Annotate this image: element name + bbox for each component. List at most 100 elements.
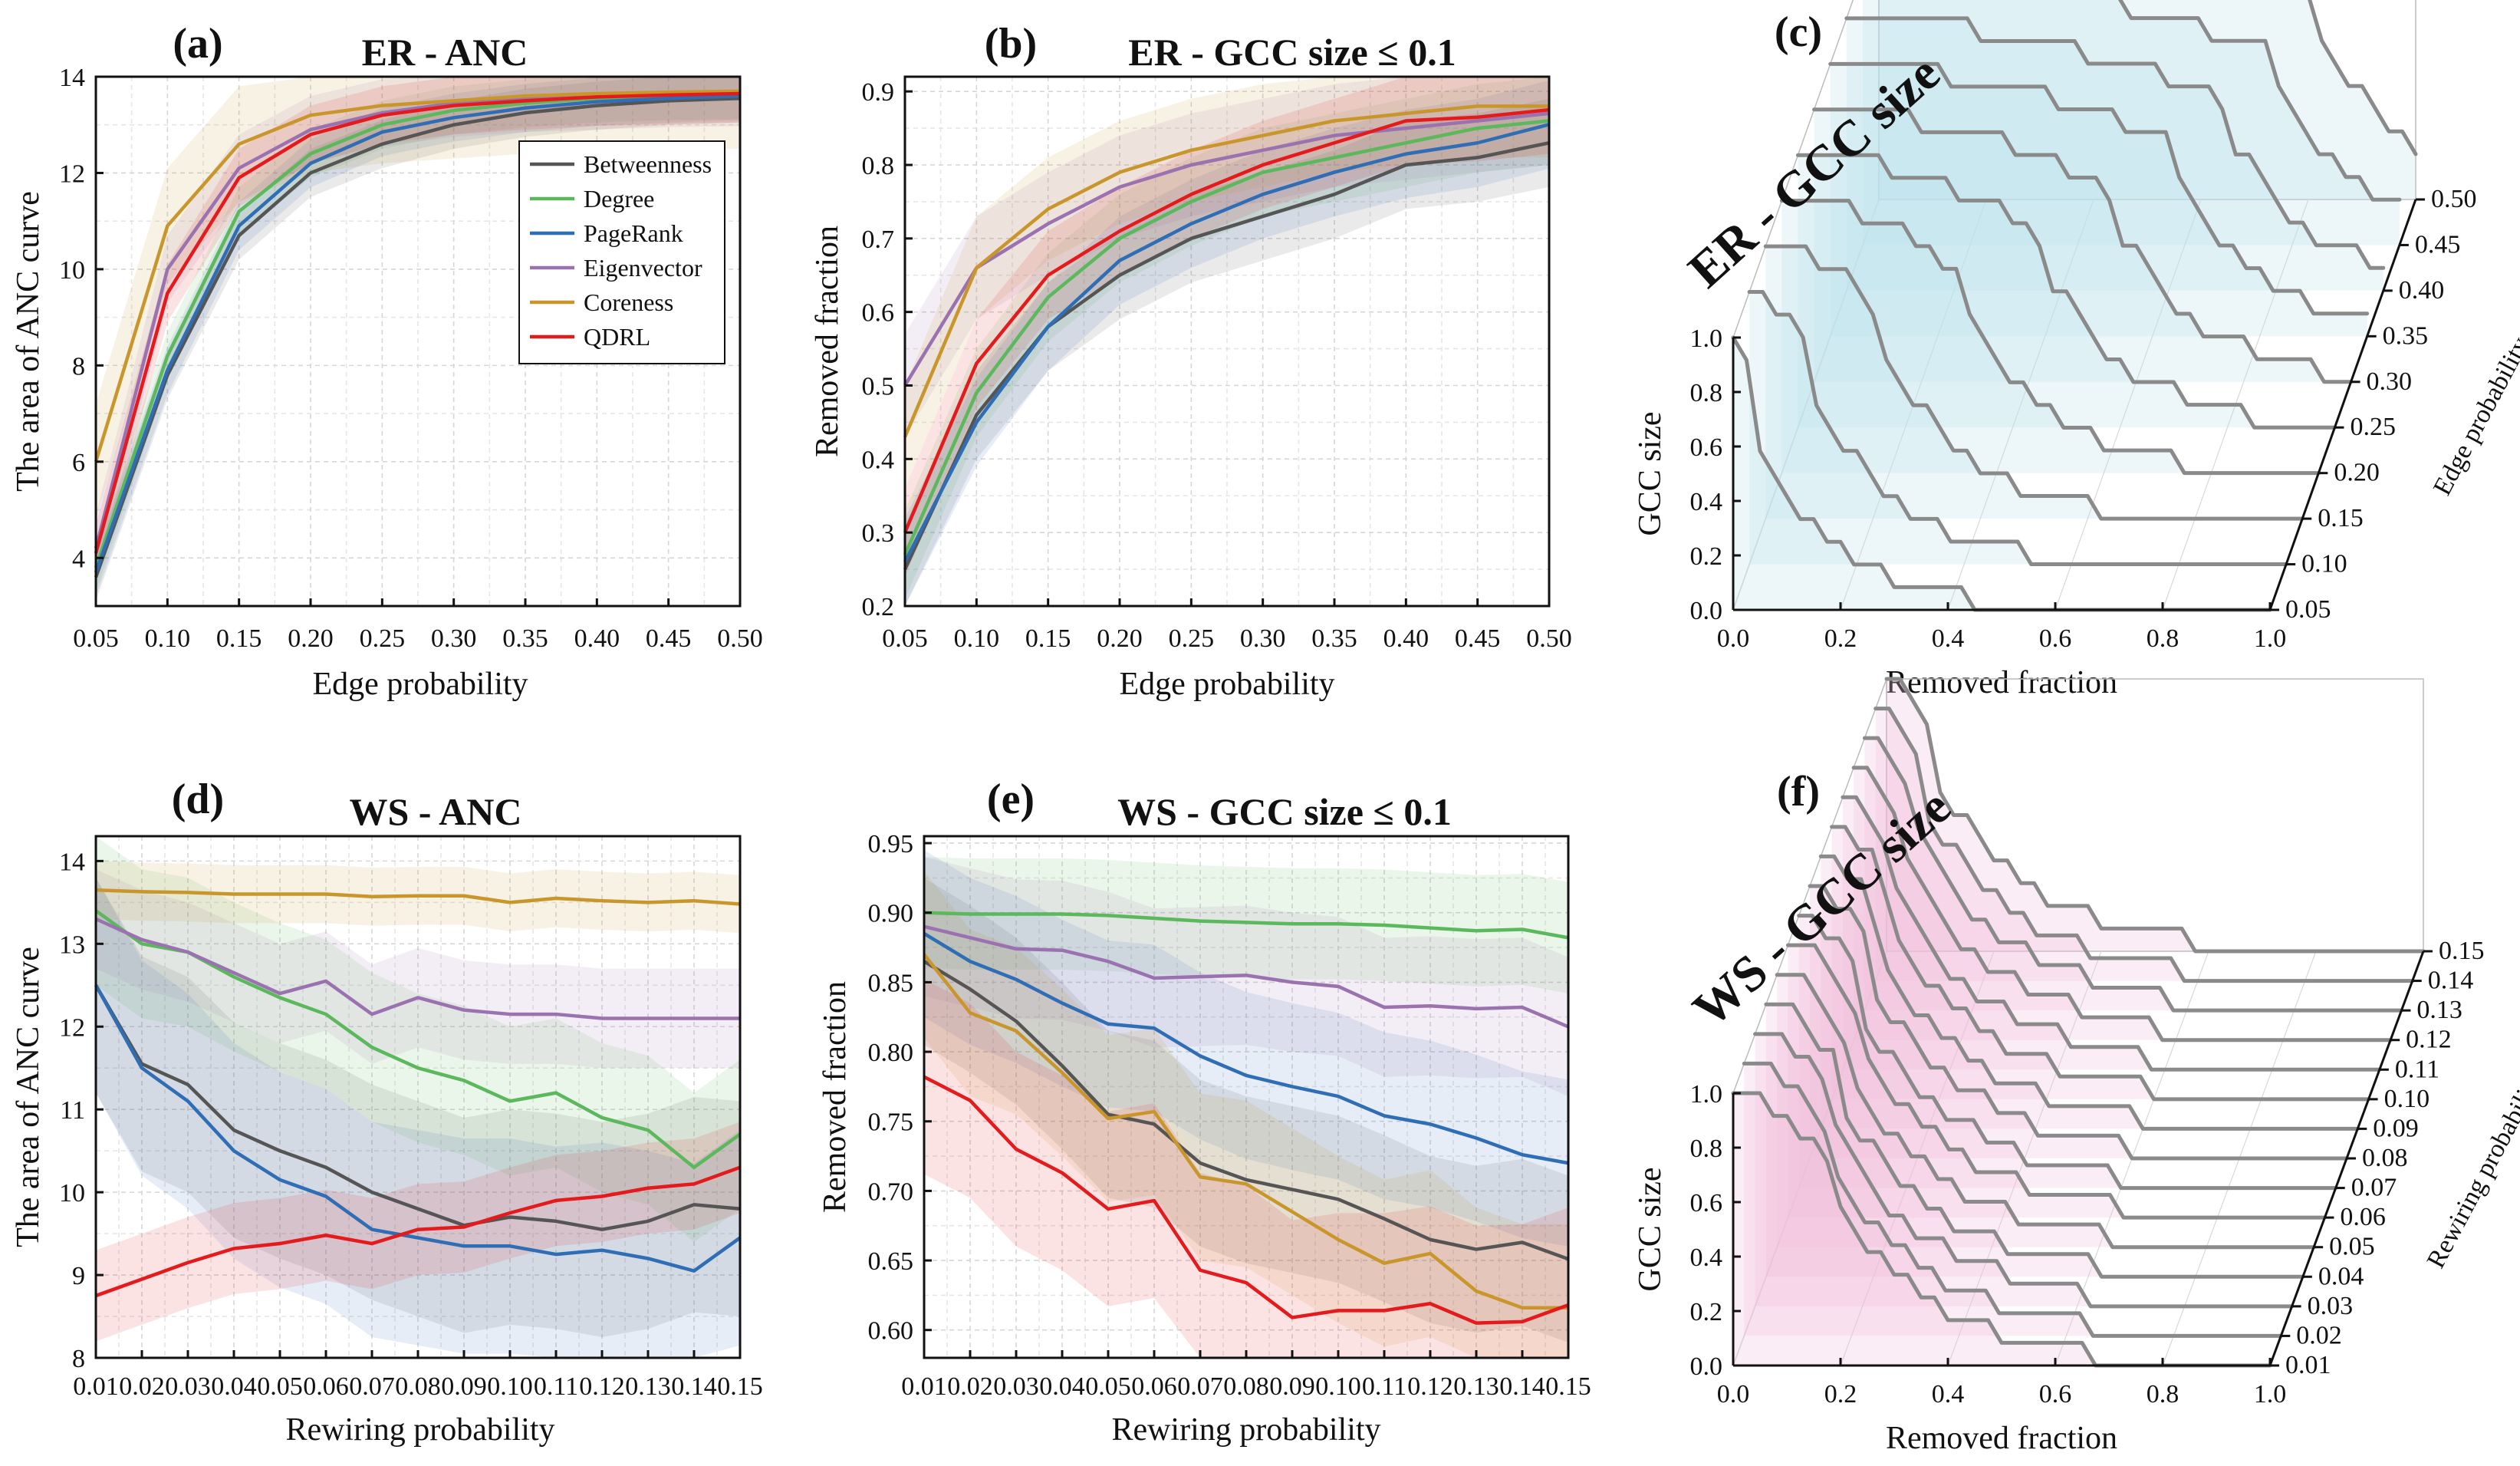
panel-e: 0.01 0.02 0.03 0.04 0.05 0.06 0.07 0.08 0.09 0.10… — [818, 776, 1591, 1448]
y-tick-label: 12 — [59, 160, 85, 188]
chart-title: WS - ANC — [349, 790, 521, 833]
x-tick-label: 0.05 — [73, 624, 119, 653]
x-tick-label: 0.09 — [1269, 1372, 1315, 1401]
y-tick-label: 14 — [59, 64, 85, 92]
x-tick-label: 0.40 — [1383, 624, 1429, 653]
floor-grid-line — [1840, 950, 1995, 1366]
series-line-qdrl — [903, 107, 1550, 534]
y-tick-label: 0.4 — [862, 446, 895, 474]
panel-label: (d) — [172, 776, 224, 823]
surface-slice-fill — [1733, 1093, 2270, 1366]
x-tick-label: 0.2 — [1824, 1380, 1857, 1408]
legend-label-degree: Degree — [584, 185, 654, 212]
surface-slice-fill — [1810, 886, 2347, 1158]
z-tick-label: 0.25 — [2350, 413, 2396, 441]
y-tick-label: 0.60 — [868, 1317, 914, 1346]
y-axis-label: The area of ANC curve — [11, 191, 46, 492]
legend-box — [518, 140, 725, 364]
confidence-band-eigenvector — [905, 77, 1549, 437]
x-axis-label: Removed fraction — [1886, 1421, 2117, 1456]
legend-label-coreness: Coreness — [584, 288, 673, 316]
y-tick-label: 4 — [72, 545, 85, 573]
z-tick-label: 0.06 — [2340, 1203, 2386, 1231]
z-axis-label: Edge probability — [2428, 332, 2520, 499]
z-tick-label: 0.10 — [2301, 550, 2347, 578]
legend-label-qdrl: QDRL — [584, 323, 650, 351]
y-tick-label: 14 — [59, 848, 85, 876]
surface-slice-line — [2118, 0, 2402, 202]
z-tick-label: 0.14 — [2428, 967, 2474, 995]
chart-title: ER - ANC — [362, 31, 528, 74]
y-tick-label: 12 — [59, 1013, 85, 1042]
surface-slice-line — [1785, 943, 2327, 1220]
y-tick-label: 6 — [72, 449, 85, 477]
surface-slice-fill — [1831, 826, 2369, 1099]
y-axis-label: Removed fraction — [818, 981, 853, 1213]
y-tick-label: 0.0 — [1690, 1352, 1723, 1381]
y-tick-label: 0.75 — [868, 1109, 914, 1137]
surface-slice-fill — [1765, 246, 2303, 519]
series-line-coreness — [903, 104, 1549, 438]
x-tick-label: 0.15 — [1025, 624, 1071, 653]
series-line-pagerank — [94, 984, 742, 1273]
x-axis-label: Edge probability — [312, 667, 528, 702]
confidence-band-betweenness — [96, 877, 740, 1338]
surface-slice-line — [1742, 1061, 2283, 1338]
x-tick-label: 0.07 — [349, 1372, 395, 1401]
surface-slice-line — [1764, 1002, 2305, 1279]
x-tick-label: 0.13 — [1453, 1372, 1499, 1401]
x-tick-label: 0.13 — [625, 1372, 671, 1401]
y-tick-label: 0.0 — [1690, 597, 1723, 625]
surface-slice-line — [1775, 973, 2316, 1250]
z-tick-label: 0.02 — [2296, 1321, 2342, 1349]
x-tick-label: 0.04 — [211, 1372, 257, 1401]
y-tick-label: 0.3 — [862, 519, 895, 548]
z-tick-label: 0.50 — [2431, 185, 2477, 213]
x-tick-label: 0.35 — [1311, 624, 1357, 653]
x-tick-label: 0.05 — [1085, 1372, 1131, 1401]
x-tick-label: 0.30 — [431, 624, 477, 653]
x-tick-label: 0.8 — [2147, 1380, 2180, 1408]
x-tick-label: 0.4 — [1932, 624, 1965, 653]
z-tick-label: 0.07 — [2351, 1174, 2397, 1202]
y-tick-label: 0.80 — [868, 1039, 914, 1067]
plot-frame — [903, 75, 1551, 608]
surface-slice-line — [1851, 766, 2393, 1043]
x-tick-label: 0.07 — [1177, 1372, 1223, 1401]
surface-slice-line — [1812, 107, 2354, 384]
y-tick-label: 13 — [59, 931, 85, 959]
y-tick-label: 8 — [72, 352, 85, 381]
z-axis-line — [2268, 199, 2417, 611]
surface-slice-line — [1874, 707, 2415, 983]
surface-slice-line — [1795, 153, 2337, 430]
surface-slice-line — [1808, 884, 2349, 1161]
panel-f: 0.0 0.2 0.4 0.6 0.8 1.00.00.20.40.60.81.00.01… — [1633, 677, 2520, 1456]
z-tick-label: 0.09 — [2373, 1114, 2419, 1142]
series-line-pagerank — [94, 94, 741, 573]
chart-title: WS - GCC size ≤ 0.1 — [1117, 790, 1452, 833]
x-tick-label: 0.4 — [1932, 1380, 1965, 1408]
x-tick-label: 0.05 — [257, 1372, 303, 1401]
surface-slice-fill — [1814, 109, 2351, 382]
series-line-degree — [903, 119, 1550, 555]
surface-slice-line — [1779, 199, 2321, 476]
confidence-band-degree — [924, 857, 1568, 993]
z-tick-label: 0.35 — [2383, 321, 2429, 350]
y-tick-label: 0.90 — [868, 900, 914, 928]
x-axis-label: Edge probability — [1119, 667, 1334, 702]
x-tick-label: 0.03 — [993, 1372, 1039, 1401]
x-tick-label: 1.0 — [2254, 1380, 2287, 1408]
y-axis-label: Removed fraction — [810, 226, 845, 457]
z-tick-label: 0.12 — [2406, 1026, 2452, 1054]
y-tick-label: 0.5 — [862, 373, 895, 401]
y-tick-label: 0.70 — [868, 1178, 914, 1206]
x-tick-label: 0.04 — [1039, 1372, 1085, 1401]
y-tick-label: 0.9 — [862, 78, 895, 107]
z-tick-label: 0.30 — [2367, 367, 2413, 396]
x-tick-label: 0.10 — [487, 1372, 533, 1401]
confidence-band-pagerank — [96, 77, 740, 597]
x-tick-label: 0.6 — [2039, 1380, 2072, 1408]
confidence-band-qdrl — [924, 979, 1568, 1358]
y-tick-label: 0.2 — [862, 593, 895, 621]
panel-b: 0.05 0.10 0.15 0.20 0.25 0.30 0.35 0.40 0.45 0.50… — [810, 20, 1572, 702]
